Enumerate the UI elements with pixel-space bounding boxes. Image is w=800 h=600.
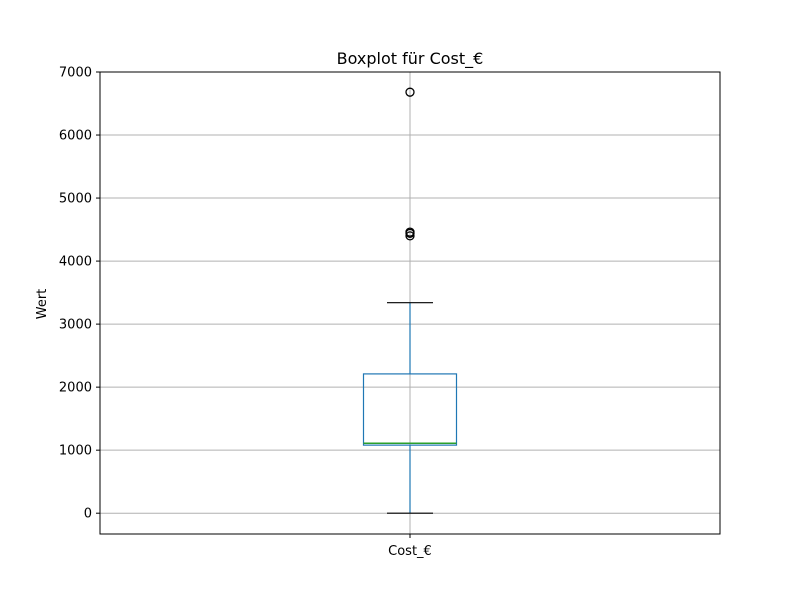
plot-frame	[99, 71, 721, 535]
x-tick-label: Cost_€	[388, 544, 432, 559]
y-tick-label: 2000	[59, 381, 92, 396]
iqr-box	[362, 373, 458, 446]
box-group	[362, 87, 458, 514]
y-tick-label: 0	[84, 507, 92, 522]
y-tick-label: 1000	[59, 444, 92, 459]
y-tick-label: 7000	[59, 66, 92, 81]
outlier-point	[405, 87, 415, 97]
y-tick-label: 5000	[59, 192, 92, 207]
y-ticks: 0 1000 2000 3000 4000 5000 6000 7000	[59, 66, 100, 522]
chart-title: Boxplot für Cost_€	[337, 49, 484, 69]
outlier-point	[405, 231, 415, 241]
y-tick-label: 3000	[59, 318, 92, 333]
y-axis-label: Wert	[35, 289, 50, 320]
x-ticks: Cost_€	[388, 534, 432, 559]
outlier-point	[405, 227, 415, 237]
y-tick-label: 6000	[59, 129, 92, 144]
y-tick-label: 4000	[59, 255, 92, 270]
